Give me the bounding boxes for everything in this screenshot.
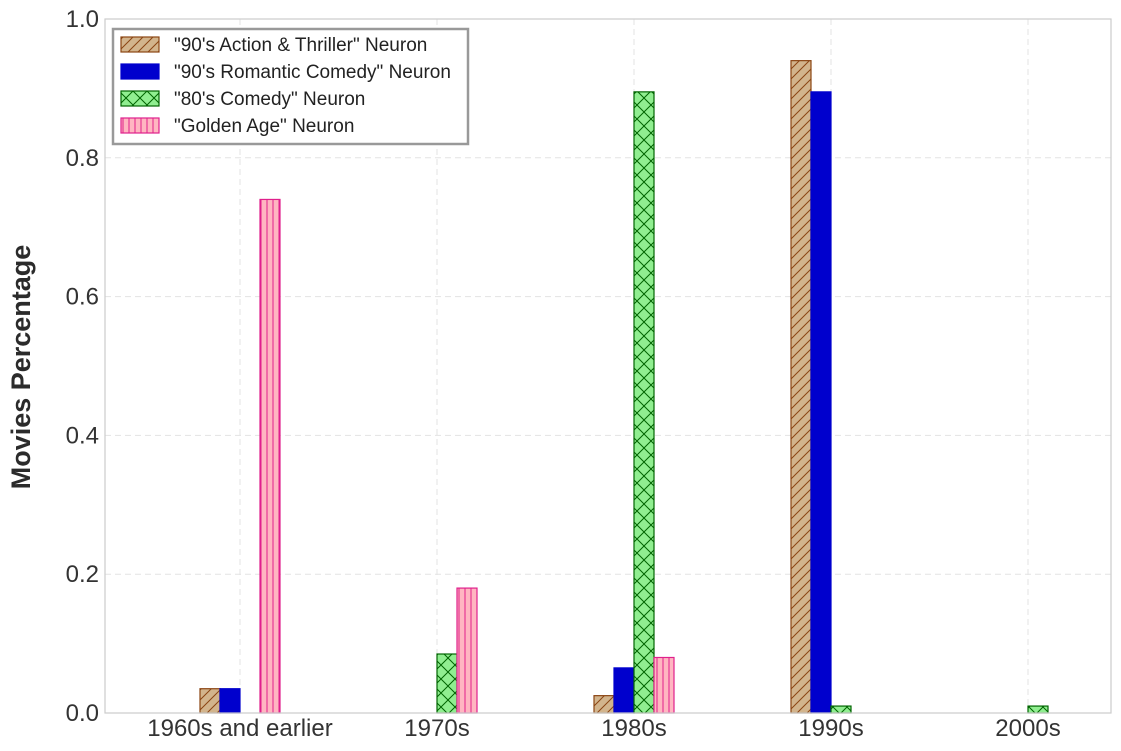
y-tick-label: 0.6	[66, 284, 99, 311]
x-tick-labels: 1960s and earlier 1970s 1980s 1990s 2000s	[147, 715, 1060, 742]
legend: "90's Action & Thriller" Neuron "90's Rom…	[111, 27, 470, 146]
bar	[436, 653, 458, 714]
legend-swatch	[120, 63, 160, 80]
x-tick-label: 2000s	[995, 715, 1060, 742]
legend-entry: "90's Romantic Comedy" Neuron	[174, 62, 451, 83]
bar	[593, 695, 615, 714]
legend-entry: "80's Comedy" Neuron	[174, 89, 365, 110]
bar	[830, 705, 852, 714]
x-tick-label: 1980s	[601, 715, 666, 742]
bar	[633, 91, 655, 714]
bar	[653, 656, 675, 714]
x-tick-label: 1970s	[404, 715, 469, 742]
x-tick-label: 1990s	[798, 715, 863, 742]
y-tick-label: 1.0	[66, 6, 99, 33]
legend-swatch	[120, 36, 160, 53]
legend-entry: "Golden Age" Neuron	[174, 116, 354, 137]
y-tick-label: 0.4	[66, 422, 99, 449]
y-tick-label: 0.0	[66, 700, 99, 727]
legend-entry: "90's Action & Thriller" Neuron	[174, 35, 427, 56]
bar	[810, 91, 832, 714]
y-tick-label: 0.2	[66, 561, 99, 588]
bar	[1027, 705, 1049, 714]
bar	[199, 688, 221, 714]
bar	[259, 198, 281, 714]
bar	[613, 667, 635, 714]
bar	[790, 60, 812, 714]
bar	[456, 587, 478, 714]
plot-frame	[104, 18, 1112, 714]
x-tick-label: 1960s and earlier	[147, 715, 332, 742]
y-tick-label: 0.8	[66, 145, 99, 172]
bar	[219, 688, 241, 714]
y-axis-label: Movies Percentage	[6, 245, 36, 490]
bars	[199, 60, 1049, 714]
y-tick-labels: 0.0 0.2 0.4 0.6 0.8 1.0	[66, 6, 99, 727]
legend-swatch	[120, 90, 160, 107]
legend-box	[111, 27, 470, 146]
legend-swatch	[120, 117, 160, 134]
